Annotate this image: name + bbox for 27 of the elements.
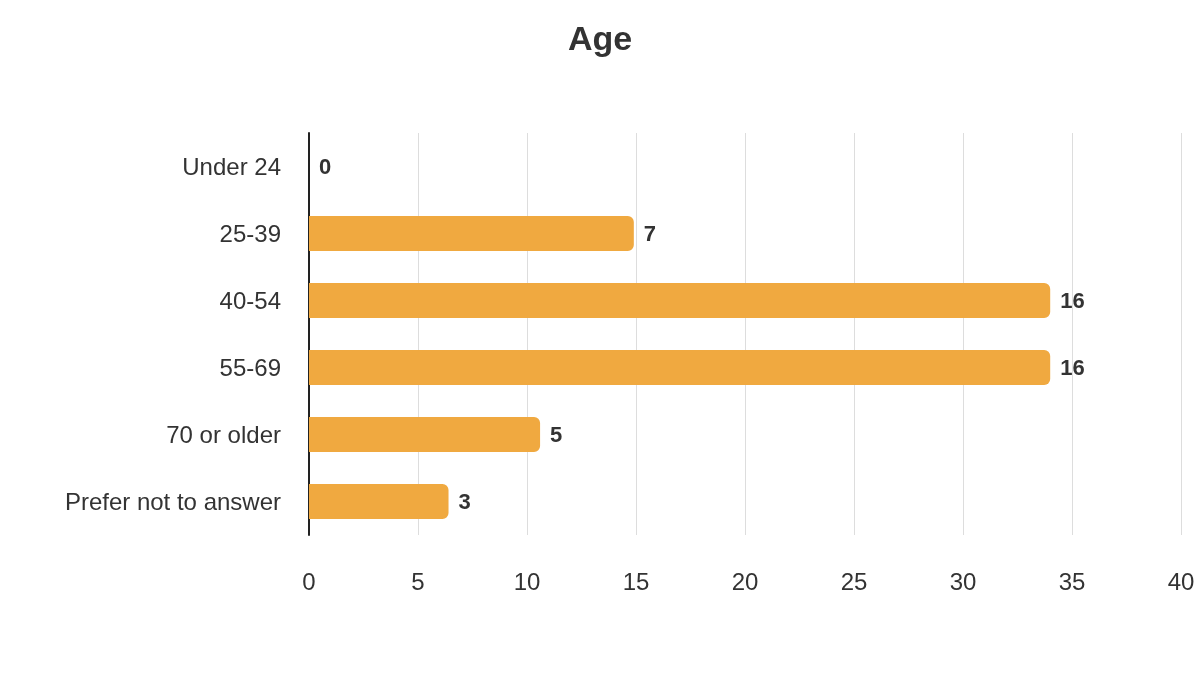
- x-tick-label: 30: [949, 567, 977, 595]
- y-tick-label: Under 24: [182, 153, 281, 180]
- x-tick-label: 15: [622, 567, 650, 595]
- bar: [309, 350, 1051, 385]
- annotation: 16: [1060, 288, 1085, 313]
- y-tick-label: 25-39: [219, 220, 281, 247]
- y-tick-label: 70 or older: [166, 421, 281, 448]
- bar: [309, 283, 1051, 318]
- y-tick-label: 40-54: [219, 287, 281, 314]
- annotation: 0: [319, 154, 332, 179]
- chart-title: Age: [567, 19, 633, 57]
- x-tick-label: 0: [302, 567, 316, 595]
- x-tick-label: 40: [1167, 567, 1195, 595]
- bar: [309, 417, 541, 452]
- x-tick-label: 5: [411, 567, 425, 595]
- annotation: 16: [1060, 355, 1085, 380]
- annotation: 7: [643, 221, 657, 246]
- bar: [309, 216, 634, 251]
- x-tick-label: 35: [1058, 567, 1086, 595]
- x-tick-label: 10: [513, 567, 541, 595]
- annotation: 5: [550, 422, 563, 447]
- bar: [309, 484, 449, 519]
- y-tick-label: Prefer not to answer: [64, 488, 281, 515]
- x-tick-label: 20: [731, 567, 759, 595]
- annotation: 3: [458, 489, 471, 514]
- y-tick-label: 55-69: [219, 354, 281, 381]
- x-tick-label: 25: [840, 567, 868, 595]
